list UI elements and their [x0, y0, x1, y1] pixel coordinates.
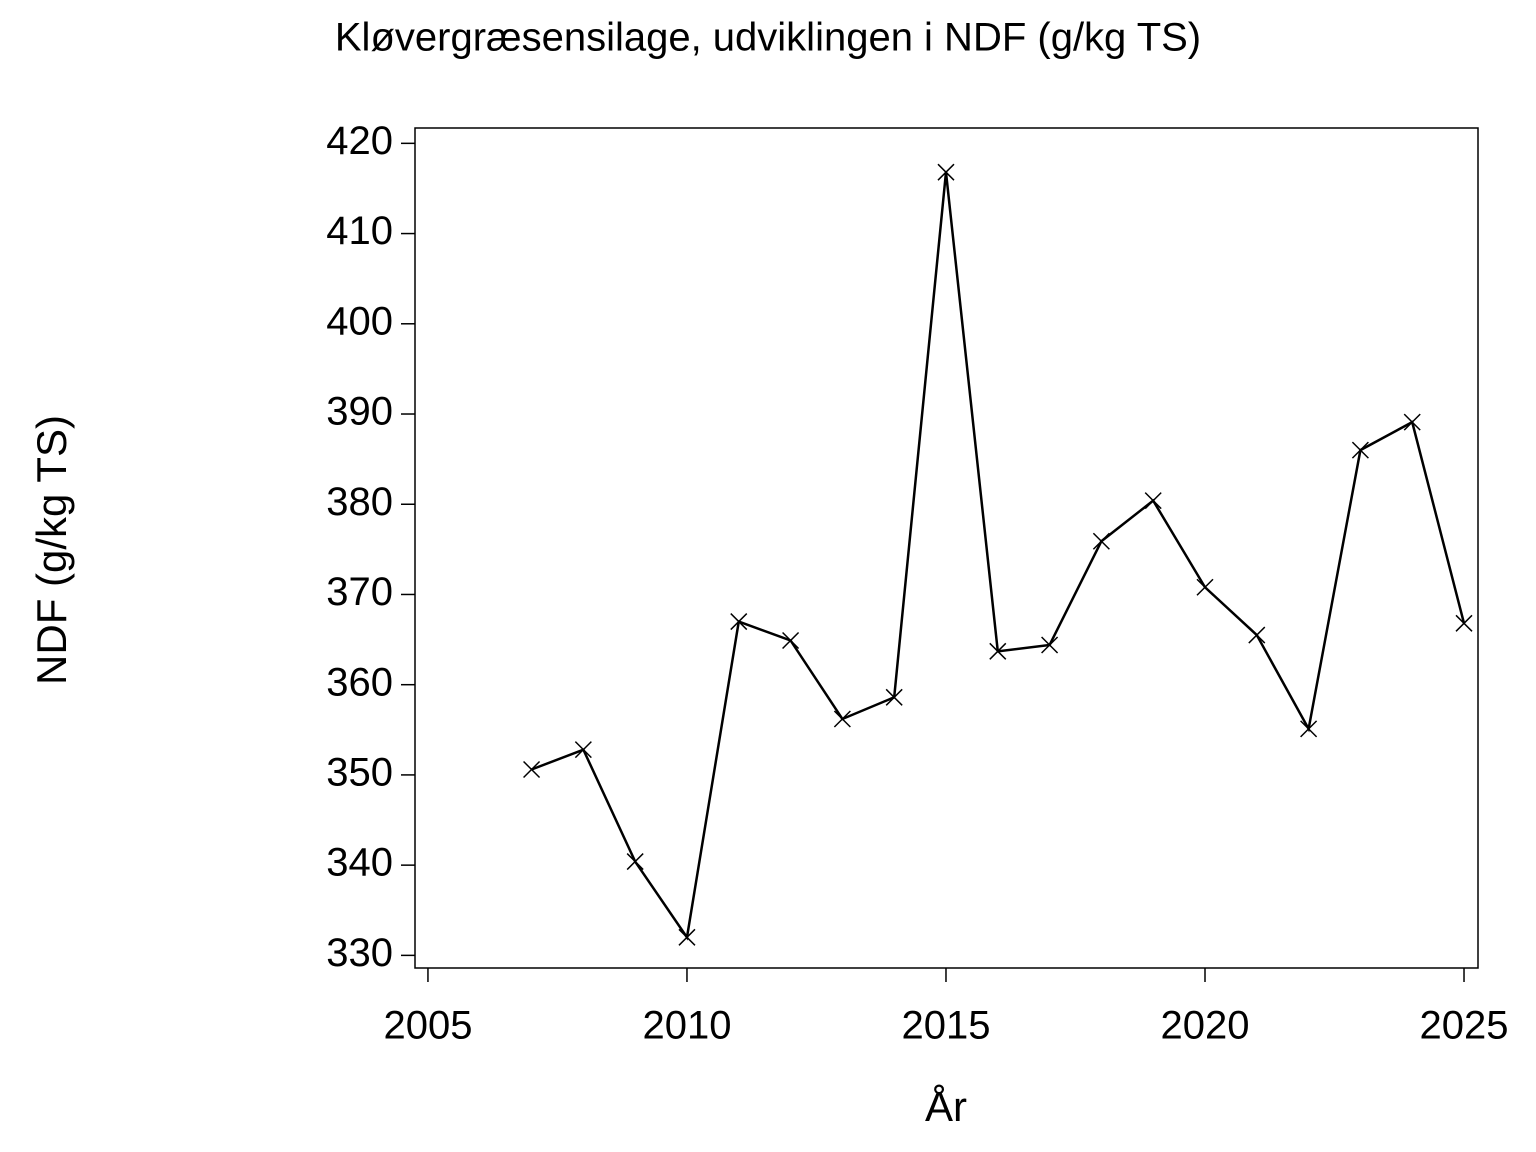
data-marker: [1248, 626, 1266, 644]
data-line: [531, 172, 1466, 941]
y-tick-label: 380: [326, 480, 393, 524]
data-marker: [1092, 532, 1110, 550]
x-tick-label: 2020: [1161, 1004, 1250, 1048]
y-tick-label: 340: [326, 841, 393, 885]
data-marker: [574, 741, 592, 759]
y-axis-label: NDF (g/kg TS): [28, 415, 75, 685]
y-tick-label: 400: [326, 299, 393, 343]
y-tick-label: 330: [326, 931, 393, 975]
x-tick-label: 2010: [642, 1004, 731, 1048]
data-marker: [678, 928, 696, 946]
y-tick-label: 410: [326, 209, 393, 253]
x-axis-label: År: [925, 1083, 967, 1130]
data-marker: [1351, 441, 1369, 459]
x-tick-label: 2005: [383, 1004, 472, 1048]
data-marker: [937, 163, 955, 181]
data-marker: [730, 613, 748, 631]
data-marker: [1455, 614, 1473, 632]
data-marker: [1300, 720, 1318, 738]
y-tick-label: 360: [326, 660, 393, 704]
data-marker: [1144, 492, 1162, 510]
data-marker: [1403, 413, 1421, 431]
data-marker: [1196, 578, 1214, 596]
chart-title: Kløvergræsensilage, udviklingen i NDF (g…: [335, 16, 1201, 60]
data-marker: [989, 642, 1007, 660]
y-tick-label: 420: [326, 119, 393, 163]
y-tick-label: 370: [326, 570, 393, 614]
x-tick-label: 2025: [1420, 1004, 1509, 1048]
data-marker: [1041, 636, 1059, 654]
data-marker: [523, 760, 541, 779]
data-marker: [626, 853, 644, 871]
data-marker: [833, 710, 851, 728]
y-tick-label: 350: [326, 750, 393, 794]
data-marker: [885, 688, 903, 706]
data-marker: [782, 631, 800, 650]
y-tick-label: 390: [326, 390, 393, 434]
x-tick-label: 2015: [901, 1004, 990, 1048]
plot-frame: [414, 127, 1479, 969]
